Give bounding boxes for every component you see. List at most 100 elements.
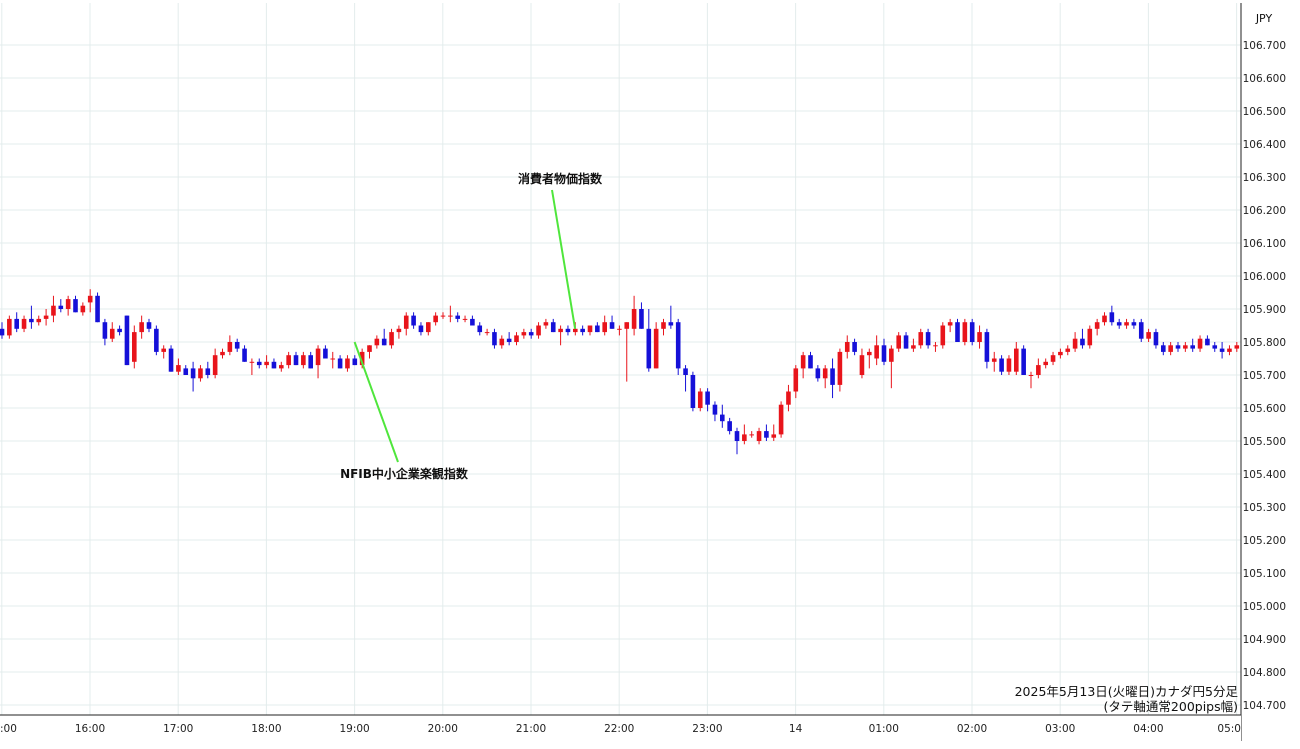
- candle-body: [1153, 332, 1159, 346]
- candle-body: [734, 431, 740, 441]
- chart-caption-line1: 2025年5月13日(火曜日)カナダ円5分足: [1015, 684, 1239, 699]
- annotation-leader-line: [353, 341, 399, 463]
- candle-body: [308, 355, 313, 369]
- y-tick-label: 105.000: [1243, 601, 1286, 613]
- candle-body: [977, 332, 982, 342]
- candle-body: [154, 328, 159, 352]
- candle-body: [720, 414, 725, 422]
- candle-body: [418, 325, 424, 333]
- y-tick-label: 105.800: [1243, 337, 1286, 349]
- candle-body: [36, 318, 42, 323]
- candle-body: [58, 305, 64, 309]
- candle-body: [337, 358, 343, 369]
- candle-body: [124, 315, 130, 366]
- chart-caption-line2: (タテ軸通常200pips幅): [1104, 699, 1238, 714]
- candle-body: [190, 368, 196, 379]
- candle-body: [830, 368, 835, 385]
- candle-body: [1094, 322, 1100, 329]
- candle-body: [448, 315, 453, 317]
- y-tick-label: 105.600: [1243, 403, 1286, 415]
- candle-body: [609, 322, 615, 329]
- candle-body: [668, 322, 674, 326]
- candle-body: [1014, 348, 1019, 372]
- candle-body: [352, 358, 358, 366]
- candle-body: [506, 338, 512, 342]
- candle-body: [874, 345, 879, 359]
- y-tick-label: 105.700: [1243, 370, 1286, 382]
- candle-body: [617, 328, 622, 330]
- candle-body: [1021, 348, 1026, 375]
- candle-body: [1168, 345, 1173, 352]
- candles: [0, 289, 1240, 455]
- candle-body: [477, 325, 483, 333]
- candle-body: [161, 348, 166, 352]
- candle-body: [815, 368, 821, 379]
- y-tick-label: 105.500: [1243, 436, 1286, 448]
- candle-body: [778, 404, 784, 435]
- candle-body: [132, 332, 137, 362]
- x-tick-label: 22:00: [604, 723, 634, 735]
- candle-body: [205, 368, 211, 375]
- candle-body: [330, 358, 336, 360]
- y-tick-label: 106.400: [1243, 139, 1286, 151]
- candle-body: [1131, 322, 1137, 326]
- candle-body: [1006, 358, 1012, 372]
- candle-body: [969, 322, 975, 342]
- candle-body: [249, 361, 255, 363]
- y-tick-label: 104.900: [1243, 634, 1286, 646]
- candle-body: [389, 332, 394, 346]
- candle-body: [697, 391, 703, 408]
- candle-body: [521, 332, 527, 336]
- candle-body: [903, 335, 909, 349]
- annotation-label: NFIB中小企業楽観指数: [340, 466, 469, 481]
- candle-body: [396, 328, 402, 333]
- candle-body: [1219, 348, 1225, 352]
- candle-body: [1175, 345, 1181, 349]
- candle-body: [911, 345, 916, 349]
- candle-body: [1050, 355, 1056, 362]
- candle-body: [21, 318, 27, 329]
- candle-body: [661, 322, 666, 329]
- y-tick-label: 105.300: [1243, 502, 1286, 514]
- candle-body: [587, 325, 593, 333]
- y-tick-label: 105.900: [1243, 304, 1286, 316]
- candle-body: [1087, 328, 1093, 346]
- annotation-leader-line: [551, 189, 577, 329]
- candle-body: [727, 421, 732, 432]
- candle-body: [624, 322, 630, 329]
- candle-body: [29, 318, 34, 323]
- candle-body: [844, 342, 850, 352]
- candle-body: [1197, 338, 1203, 349]
- candle-body: [918, 332, 924, 346]
- candle-body: [168, 348, 174, 372]
- candle-body: [933, 345, 938, 347]
- x-tick-label: 02:00: [957, 723, 987, 735]
- candle-body: [947, 322, 953, 326]
- time-axis[interactable]: :00 16:00 17:00 18:00 19:00 20:00 21:00 22:00 23…: [0, 723, 1241, 735]
- candle-body: [95, 295, 100, 323]
- x-tick-label: 23:00: [692, 723, 722, 735]
- candle-body: [1058, 351, 1063, 356]
- candle-body: [367, 345, 372, 352]
- candle-body: [65, 299, 71, 309]
- candle-body: [962, 322, 968, 342]
- candle-body: [212, 355, 218, 375]
- candle-body: [1124, 322, 1129, 326]
- candle-body: [440, 315, 446, 317]
- candle-body: [14, 318, 19, 329]
- candle-body: [227, 342, 233, 352]
- candle-body: [139, 322, 144, 333]
- price-axis[interactable]: 106.700 106.600 106.500 106.400 106.300 106.2…: [1243, 40, 1286, 712]
- candle-body: [1036, 365, 1041, 375]
- candle-body: [1190, 345, 1195, 349]
- candle-body: [102, 322, 108, 339]
- candle-body: [1065, 348, 1071, 352]
- candle-body: [940, 325, 946, 346]
- candle-body: [1072, 338, 1078, 349]
- candle-body: [955, 322, 960, 342]
- y-tick-label: 106.200: [1243, 205, 1286, 217]
- x-tick-label: :00: [0, 723, 17, 735]
- y-tick-label: 106.100: [1243, 238, 1286, 250]
